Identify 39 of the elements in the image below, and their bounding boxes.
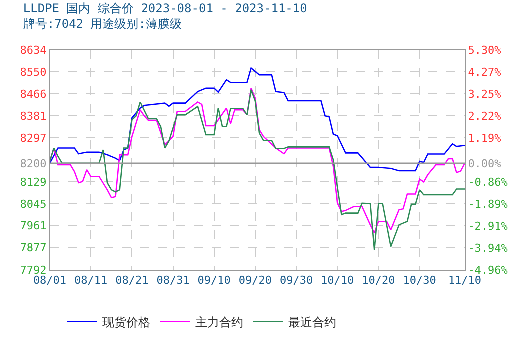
y2-tick-label: 3.25% bbox=[468, 88, 502, 101]
x-tick-label: 09/30 bbox=[280, 274, 314, 288]
legend-label: 最近合约 bbox=[288, 316, 336, 330]
y2-tick-label: 0.00% bbox=[468, 158, 502, 170]
y-tick-label: 8045 bbox=[20, 198, 47, 211]
y-tick-label: 8381 bbox=[20, 110, 47, 123]
y-tick-label: 8466 bbox=[20, 88, 47, 101]
y2-tick-label: 4.27% bbox=[468, 66, 502, 79]
x-tick-label: 11/10 bbox=[448, 274, 482, 288]
x-tick-label: 09/20 bbox=[238, 274, 272, 288]
y2-tick-label: -1.89% bbox=[468, 198, 508, 212]
x-tick-label: 08/21 bbox=[116, 274, 149, 288]
legend-label: 现货价格 bbox=[102, 316, 150, 330]
legend-label: 主力合约 bbox=[195, 316, 244, 330]
line-series bbox=[50, 68, 465, 172]
y2-tick-label: 1.19% bbox=[468, 132, 502, 145]
x-tick-label: 10/10 bbox=[321, 274, 354, 288]
y2-tick-label: -4.96% bbox=[468, 264, 508, 277]
x-tick-label: 10/30 bbox=[403, 274, 436, 288]
y2-tick-label: -0.86% bbox=[468, 176, 508, 189]
x-tick-label: 08/01 bbox=[33, 274, 67, 288]
y2-tick-label: 2.22% bbox=[468, 110, 502, 123]
y-tick-label: 7961 bbox=[20, 220, 47, 233]
y-tick-label: 8550 bbox=[20, 66, 47, 79]
y-tick-label: 7792 bbox=[20, 264, 47, 277]
x-tick-label: 08/31 bbox=[156, 274, 190, 288]
x-tick-label: 10/20 bbox=[362, 274, 396, 288]
x-tick-label: 09/10 bbox=[198, 274, 231, 288]
y-tick-label: 8129 bbox=[20, 176, 47, 189]
chart-title: LLDPE 国内 综合价 2023-08-01 - 2023-11-10 bbox=[23, 1, 308, 16]
y-tick-label: 8297 bbox=[20, 132, 47, 145]
y2-tick-label: 5.30% bbox=[468, 44, 502, 57]
y-tick-label: 7877 bbox=[20, 242, 47, 255]
y2-tick-label: -2.91% bbox=[468, 220, 508, 233]
y2-tick-label: -3.94% bbox=[468, 242, 508, 255]
y-tick-label: 8634 bbox=[20, 44, 48, 57]
chart-subtitle: 牌号:7042 用途级别:薄膜级 bbox=[23, 16, 182, 31]
y-tick-label: 8200 bbox=[20, 157, 47, 170]
x-tick-label: 08/11 bbox=[74, 274, 108, 288]
